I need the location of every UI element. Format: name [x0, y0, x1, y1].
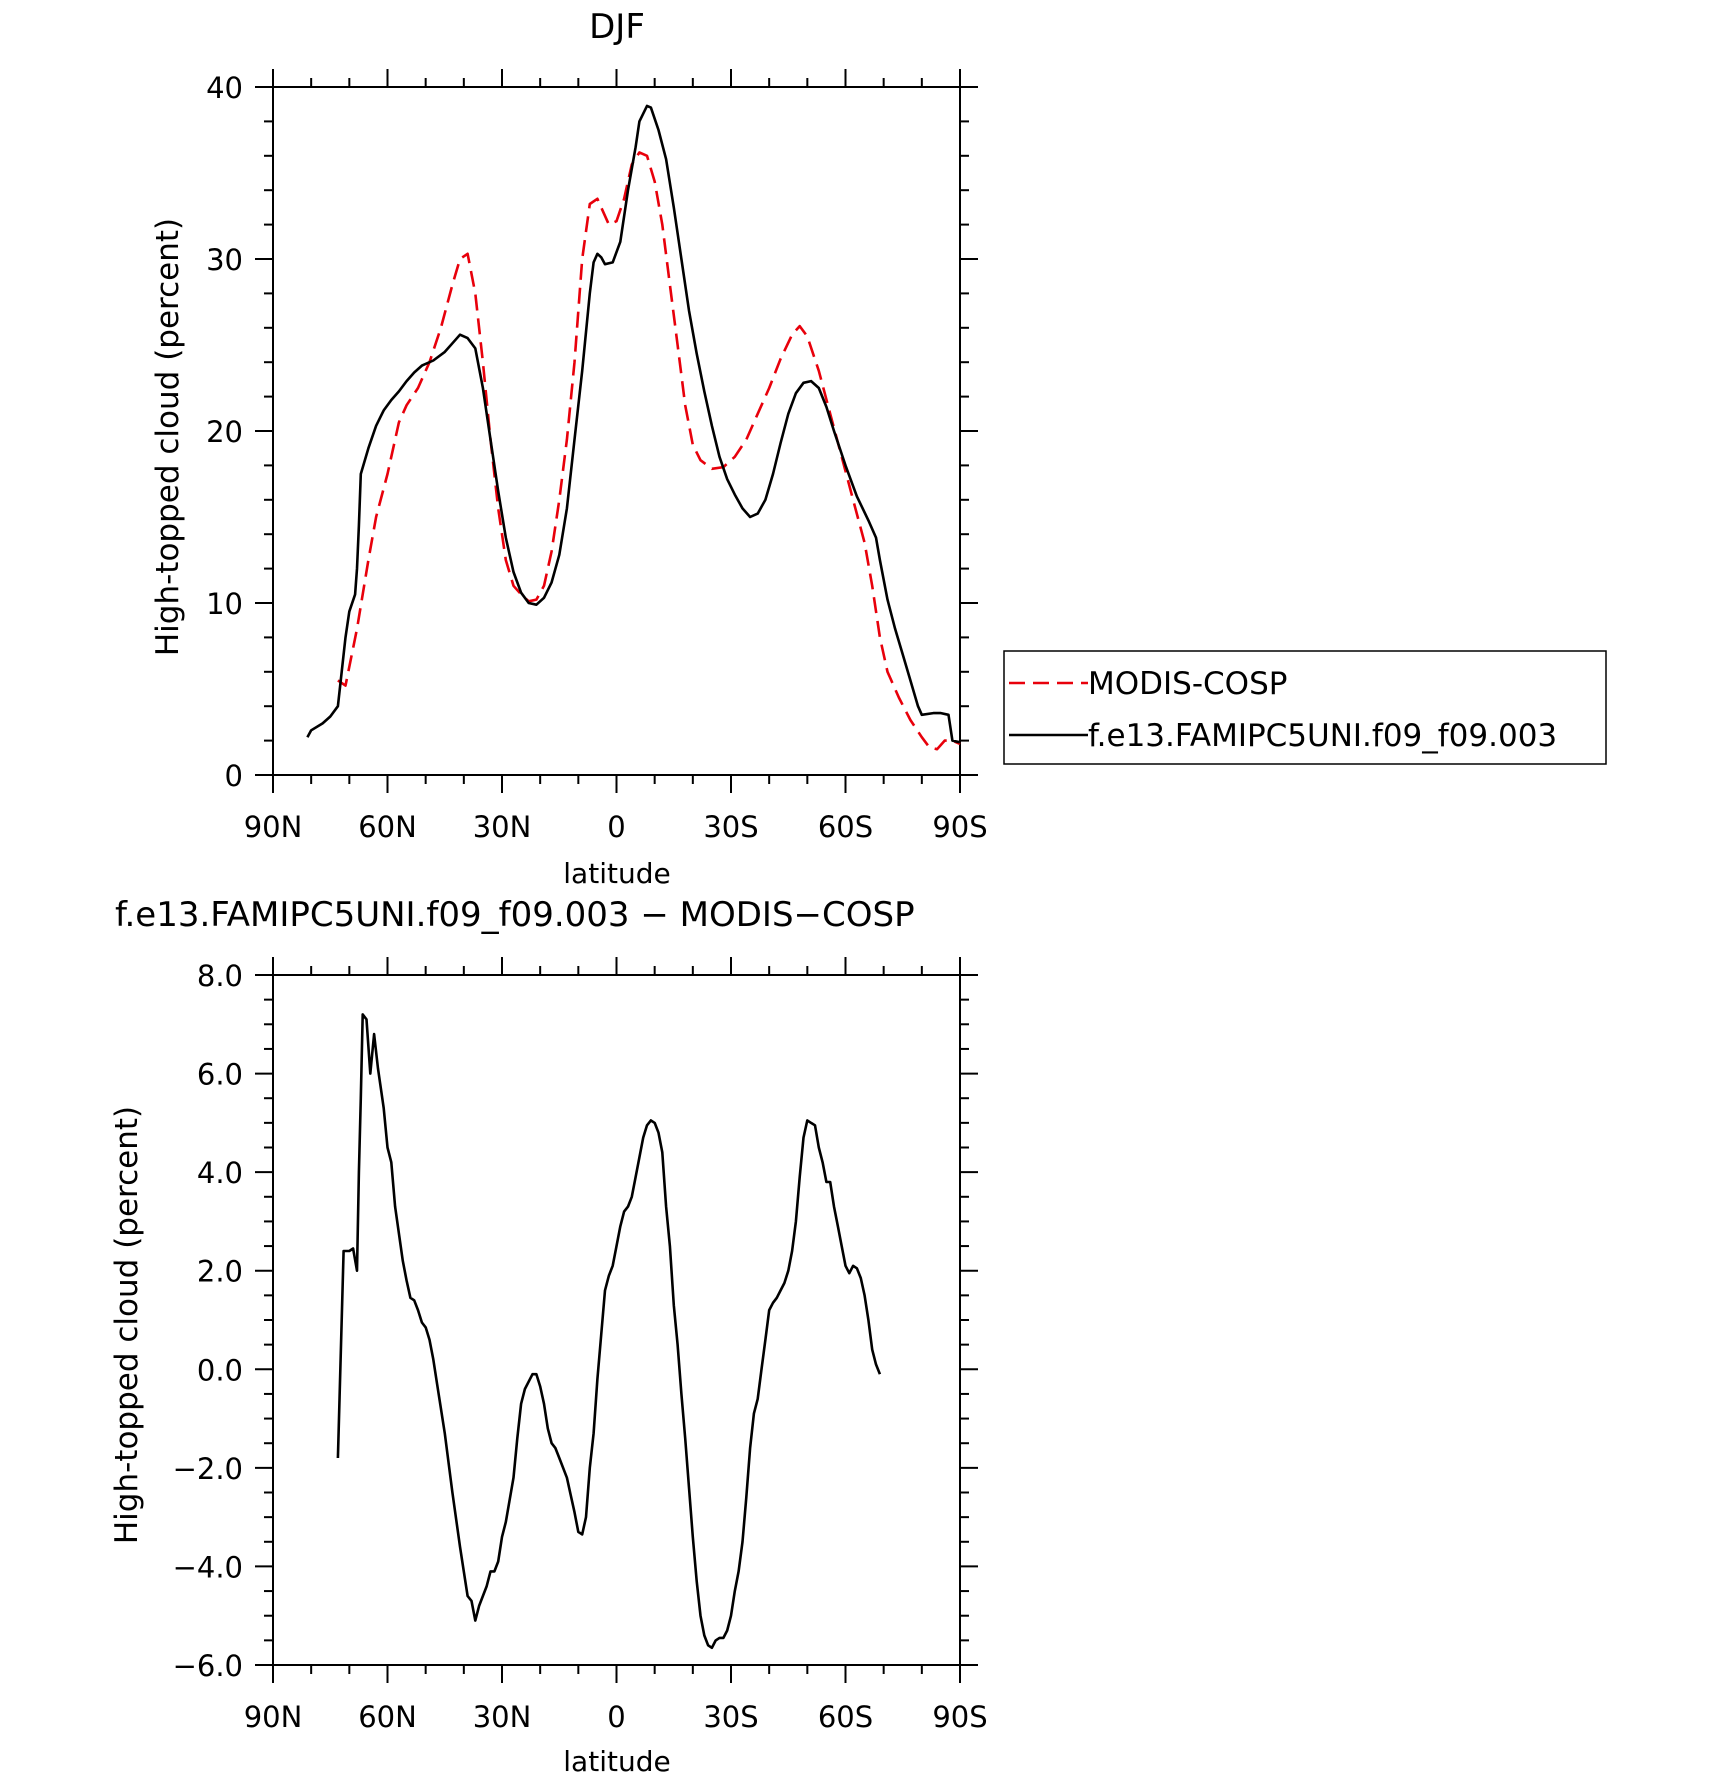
bottom-x-tick-label: 30N — [473, 1700, 532, 1734]
top-x-tick-label: 30N — [473, 810, 532, 844]
bottom-x-tick-label: 60N — [358, 1700, 417, 1734]
top-x-tick-label: 60N — [358, 810, 417, 844]
bottom-series-line-0 — [336, 1013, 882, 1650]
top-plot-area: 90N 60N 30N 0 30S 60S 90S 0 10 20 30 40 — [206, 69, 988, 844]
bottom-x-tick-label: 90N — [244, 1700, 303, 1734]
top-x-axis-label: latitude — [563, 857, 670, 890]
top-x-tick-label: 90S — [932, 810, 987, 844]
legend: MODIS-COSP f.e13.FAMIPC5UNI.f09_f09.003 — [1003, 650, 1607, 765]
top-y-tick-label: 30 — [206, 243, 243, 277]
legend-label-modis: MODIS-COSP — [1088, 666, 1287, 702]
bottom-x-axis-label: latitude — [563, 1745, 670, 1777]
bottom-y-tick-label: −2.0 — [173, 1452, 243, 1486]
bottom-x-tick-label: 30S — [703, 1700, 758, 1734]
top-y-tick-label: 10 — [206, 587, 243, 621]
bottom-plot-area: 90N 60N 30N 0 30S 60S 90S −6.0 −4.0 −2.0 0.0 2.0 4.0… — [173, 957, 988, 1734]
bottom-x-tick-label: 0 — [607, 1700, 625, 1734]
top-y-axis-label: High-topped cloud (percent) — [150, 218, 186, 656]
legend-label-model: f.e13.FAMIPC5UNI.f09_f09.003 — [1088, 718, 1557, 754]
top-panel: DJF 90N 60N 30N 0 30S 60S 90S 0 10 20 30 40 latitud… — [150, 7, 1607, 890]
bottom-y-tick-label: −6.0 — [173, 1649, 243, 1683]
bottom-y-tick-label: 6.0 — [197, 1058, 243, 1092]
top-series-line-1 — [306, 104, 961, 744]
top-chart-title: DJF — [589, 7, 645, 47]
top-x-tick-label: 0 — [607, 810, 625, 844]
legend-box — [1003, 650, 1607, 765]
bottom-x-tick-label: 90S — [932, 1700, 987, 1734]
bottom-y-axis-label: High-topped cloud (percent) — [109, 1106, 145, 1544]
top-y-tick-label: 0 — [225, 759, 243, 793]
bottom-y-tick-label: 4.0 — [197, 1156, 243, 1190]
bottom-x-tick-label: 60S — [818, 1700, 873, 1734]
bottom-y-tick-label: 0.0 — [197, 1353, 243, 1387]
bottom-y-tick-label: 8.0 — [197, 959, 243, 993]
top-x-tick-label: 60S — [818, 810, 873, 844]
bottom-panel: f.e13.FAMIPC5UNI.f09_f09.003 − MODIS−COS… — [109, 895, 988, 1777]
bottom-y-tick-label: −4.0 — [173, 1550, 243, 1584]
top-x-tick-label: 90N — [244, 810, 303, 844]
bottom-y-tick-label: 2.0 — [197, 1255, 243, 1289]
top-x-tick-label: 30S — [703, 810, 758, 844]
top-y-tick-label: 40 — [206, 71, 243, 105]
top-y-tick-label: 20 — [206, 415, 243, 449]
bottom-chart-title: f.e13.FAMIPC5UNI.f09_f09.003 − MODIS−COS… — [115, 895, 915, 935]
